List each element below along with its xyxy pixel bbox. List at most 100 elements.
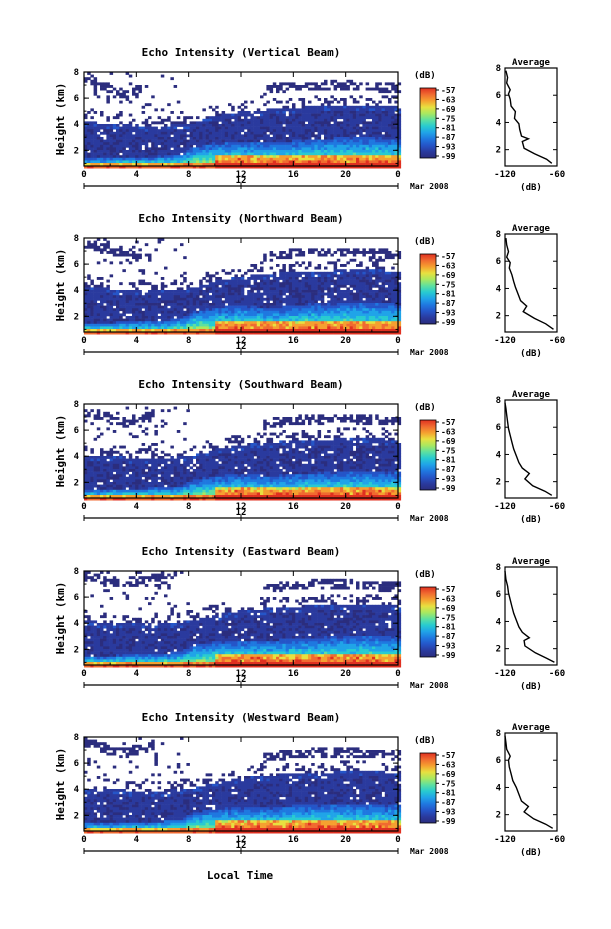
colorbar-tick-label: -63 bbox=[441, 760, 456, 769]
heatmap bbox=[84, 571, 402, 668]
x-tick-label: 0 bbox=[395, 336, 400, 346]
average-y-tick-label: 6 bbox=[496, 91, 501, 101]
x-tick-label: 4 bbox=[134, 170, 140, 180]
colorbar-unit: (dB) bbox=[414, 71, 436, 81]
colorbar-unit: (dB) bbox=[414, 403, 436, 413]
y-tick-label: 4 bbox=[74, 452, 80, 462]
colorbar-tick-label: -81 bbox=[441, 623, 456, 632]
colorbar-tick-label: -81 bbox=[441, 789, 456, 798]
y-axis-label: Height (km) bbox=[54, 582, 67, 655]
colorbar-tick-label: -99 bbox=[441, 484, 456, 493]
average-y-tick-label: 6 bbox=[496, 257, 501, 267]
colorbar-tick-label: -87 bbox=[441, 798, 456, 807]
colorbar-tick-label: -81 bbox=[441, 124, 456, 133]
colorbar-tick-label: -69 bbox=[441, 604, 456, 613]
average-panel: Average 2 4 6 8 -120 -60 (dB) bbox=[494, 58, 565, 193]
average-x-label: (dB) bbox=[520, 848, 542, 858]
heatmap bbox=[84, 238, 402, 335]
average-x-tick-label: -60 bbox=[549, 502, 565, 512]
average-panel: Average 2 4 6 8 -120 -60 (dB) bbox=[494, 390, 565, 525]
colorbar-tick-label: -99 bbox=[441, 817, 456, 826]
average-y-tick-label: 2 bbox=[496, 146, 501, 156]
x-tick-label: 16 bbox=[288, 502, 299, 512]
y-tick-label: 2 bbox=[74, 146, 79, 156]
x-tick-label: 16 bbox=[288, 669, 299, 679]
x-tick-label: 0 bbox=[395, 170, 400, 180]
panel-westward: Echo Intensity (Westward Beam) 2 4 6 8 Height… bbox=[54, 711, 565, 858]
x-tick-label: 20 bbox=[340, 502, 351, 512]
panel-title: Echo Intensity (Westward Beam) bbox=[142, 711, 341, 724]
colorbar-unit: (dB) bbox=[414, 237, 436, 247]
date-label: Mar 2008 bbox=[410, 847, 449, 856]
average-y-tick-label: 4 bbox=[496, 284, 502, 294]
colorbar-tick-label: -99 bbox=[441, 318, 456, 327]
average-x-tick-label: -60 bbox=[549, 336, 565, 346]
x-tick-label: 0 bbox=[81, 336, 86, 346]
y-axis-label: Height (km) bbox=[54, 415, 67, 488]
average-y-tick-label: 2 bbox=[496, 478, 501, 488]
average-y-tick-label: 4 bbox=[496, 783, 502, 793]
average-x-tick-label: -60 bbox=[549, 669, 565, 679]
y-tick-label: 8 bbox=[74, 733, 79, 743]
colorbar-tick-label: -99 bbox=[441, 152, 456, 161]
panel-title: Echo Intensity (Eastward Beam) bbox=[142, 545, 341, 558]
y-tick-label: 6 bbox=[74, 260, 79, 270]
colorbar-tick-label: -75 bbox=[441, 114, 456, 123]
x-tick-label: 0 bbox=[395, 502, 400, 512]
colorbar-tick-label: -63 bbox=[441, 261, 456, 270]
y-tick-label: 6 bbox=[74, 593, 79, 603]
colorbar-tick-label: -57 bbox=[441, 585, 456, 594]
colorbar-tick-label: -63 bbox=[441, 594, 456, 603]
average-y-tick-label: 6 bbox=[496, 423, 501, 433]
colorbar-tick-label: -99 bbox=[441, 651, 456, 660]
x-tick-label: 0 bbox=[395, 835, 400, 845]
x-tick-label: 20 bbox=[340, 669, 351, 679]
average-frame bbox=[504, 399, 558, 499]
average-y-tick-label: 2 bbox=[496, 312, 501, 322]
colorbar bbox=[419, 752, 437, 824]
heatmap bbox=[84, 406, 402, 501]
colorbar-tick-label: -69 bbox=[441, 437, 456, 446]
x-tick-label: 4 bbox=[134, 502, 140, 512]
average-y-tick-label: 2 bbox=[496, 811, 501, 821]
panel-southward: Echo Intensity (Southward Beam) 2 4 6 8 Heigh… bbox=[54, 378, 565, 525]
colorbar-tick-label: -69 bbox=[441, 770, 456, 779]
average-profile-line bbox=[505, 70, 553, 164]
colorbar bbox=[419, 87, 437, 159]
average-title: Average bbox=[512, 224, 551, 234]
y-tick-label: 4 bbox=[74, 286, 80, 296]
x-tick-label: 20 bbox=[340, 170, 351, 180]
colorbar-tick-label: -87 bbox=[441, 465, 456, 474]
colorbar-tick-label: -63 bbox=[441, 427, 456, 436]
panels: Echo Intensity (Vertical Beam) 2 4 6 8 Height… bbox=[54, 46, 565, 858]
colorbar-tick-label: -93 bbox=[441, 475, 456, 484]
average-x-tick-label: -60 bbox=[549, 170, 565, 180]
x-tick-label: 16 bbox=[288, 336, 299, 346]
average-frame bbox=[504, 566, 558, 666]
average-panel: Average 2 4 6 8 -120 -60 (dB) bbox=[494, 557, 565, 692]
x-tick-label: 16 bbox=[288, 835, 299, 845]
x-tick-label: 0 bbox=[81, 502, 86, 512]
x-tick-label: 12 bbox=[236, 502, 247, 512]
x-tick-label: 4 bbox=[134, 336, 140, 346]
date-label: Mar 2008 bbox=[410, 182, 449, 191]
y-tick-label: 6 bbox=[74, 94, 79, 104]
average-frame bbox=[504, 233, 558, 333]
average-y-tick-label: 2 bbox=[496, 645, 501, 655]
average-title: Average bbox=[512, 390, 551, 400]
colorbar-tick-label: -63 bbox=[441, 95, 456, 104]
x-tick-label: 20 bbox=[340, 835, 351, 845]
colorbar-tick-label: -69 bbox=[441, 105, 456, 114]
average-x-label: (dB) bbox=[520, 183, 542, 193]
colorbar-tick-label: -87 bbox=[441, 133, 456, 142]
average-x-tick-label: -120 bbox=[494, 170, 516, 180]
date-mid-label: 12 bbox=[236, 841, 247, 851]
average-y-tick-label: 8 bbox=[496, 396, 501, 406]
y-tick-label: 2 bbox=[74, 478, 79, 488]
y-tick-label: 8 bbox=[74, 234, 79, 244]
panel-title: Echo Intensity (Northward Beam) bbox=[138, 212, 343, 225]
colorbar-tick-label: -75 bbox=[441, 613, 456, 622]
x-tick-label: 0 bbox=[395, 669, 400, 679]
x-tick-label: 8 bbox=[186, 669, 191, 679]
y-tick-label: 6 bbox=[74, 426, 79, 436]
